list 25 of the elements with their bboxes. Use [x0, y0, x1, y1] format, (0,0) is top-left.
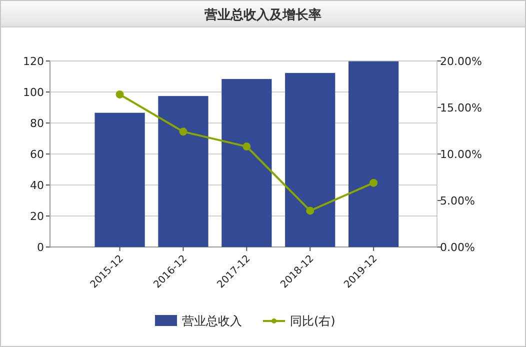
point: [179, 128, 188, 136]
y2-tick-label: 15.00%: [440, 102, 482, 114]
y-tick-label: 0: [37, 241, 44, 254]
legend-label: 同比(右): [290, 314, 336, 328]
point: [306, 206, 314, 215]
y-tick-label: 80: [30, 117, 44, 130]
y2-tick-label: 10.00%: [440, 148, 482, 161]
point: [242, 142, 251, 151]
y-tick-label: 40: [30, 179, 44, 192]
legend-label: 营业总收入: [182, 314, 242, 328]
point: [116, 90, 124, 98]
y-tick-label: 20: [30, 210, 44, 223]
y2-tick-label: 5.00%: [440, 194, 475, 208]
y-tick-label: 120: [23, 55, 44, 68]
point: [370, 178, 378, 187]
bar: [158, 96, 208, 247]
bar: [222, 78, 272, 247]
y2-tick-label: 20.00%: [440, 55, 482, 68]
bar: [348, 61, 399, 247]
y2-tick-label: 0.00%: [440, 241, 475, 254]
chart-title: 营业总收入及增长率: [204, 7, 322, 23]
bar: [94, 112, 145, 247]
y-tick-label: 100: [23, 86, 44, 99]
bar: [285, 72, 336, 247]
y-tick-label: 60: [30, 148, 44, 161]
